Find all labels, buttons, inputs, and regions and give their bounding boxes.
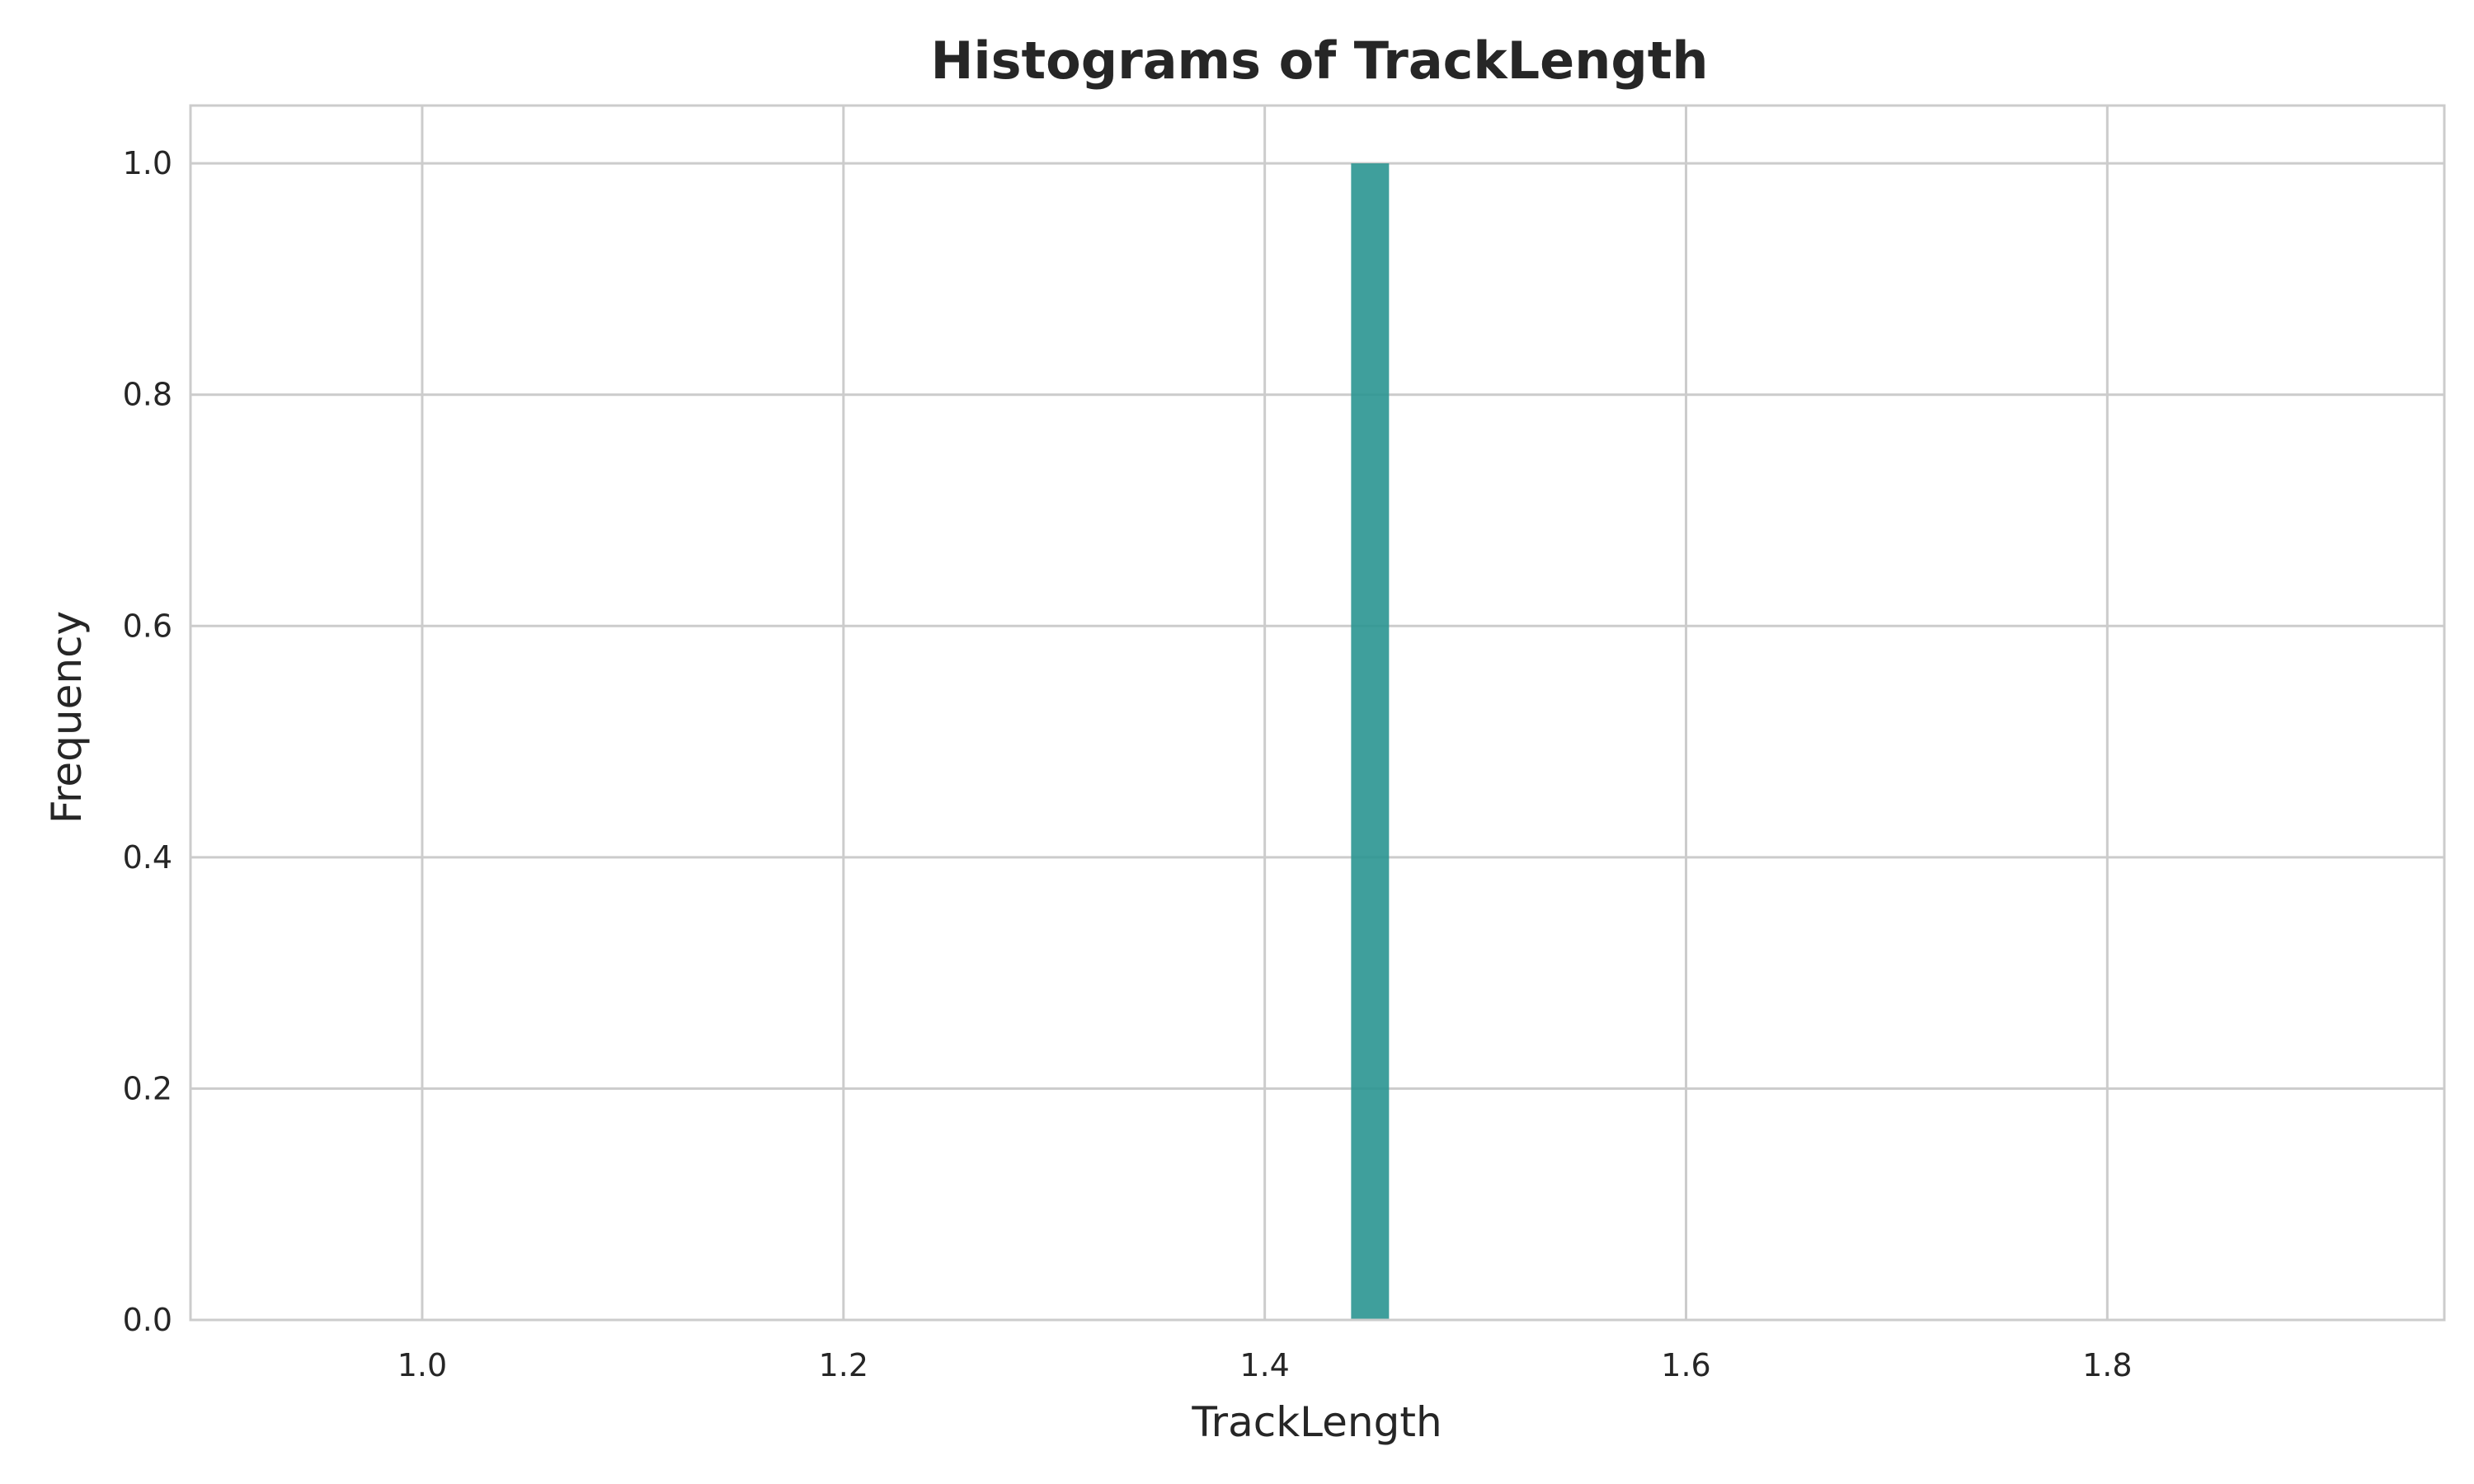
plot-frame	[189, 104, 2446, 1322]
y-tick-labels: 0.0 0.2 0.4 0.6 0.8 1.0	[123, 145, 172, 1338]
x-axis-label: TrackLength	[1191, 1398, 1442, 1446]
x-tick-labels: 1.0 1.2 1.4 1.6 1.8	[397, 1347, 2133, 1383]
x-tick-label: 1.6	[1661, 1347, 1710, 1383]
y-tick-label: 0.6	[123, 608, 172, 644]
y-tick-label: 0.4	[123, 839, 172, 876]
x-tick-label: 1.0	[397, 1347, 447, 1383]
x-tick-label: 1.4	[1239, 1347, 1289, 1383]
y-tick-label: 0.0	[123, 1302, 172, 1338]
y-axis-label: Frequency	[43, 611, 91, 824]
y-tick-label: 0.8	[123, 377, 172, 413]
x-tick-label: 1.8	[2082, 1347, 2132, 1383]
y-tick-label: 1.0	[123, 145, 172, 181]
chart-title: Histograms of TrackLength	[930, 31, 1708, 91]
grid-layer	[190, 106, 2444, 1322]
histogram-bar	[1351, 163, 1390, 1321]
bar-layer	[1351, 163, 1390, 1321]
y-tick-label: 0.2	[123, 1070, 172, 1106]
x-tick-label: 1.2	[819, 1347, 868, 1383]
